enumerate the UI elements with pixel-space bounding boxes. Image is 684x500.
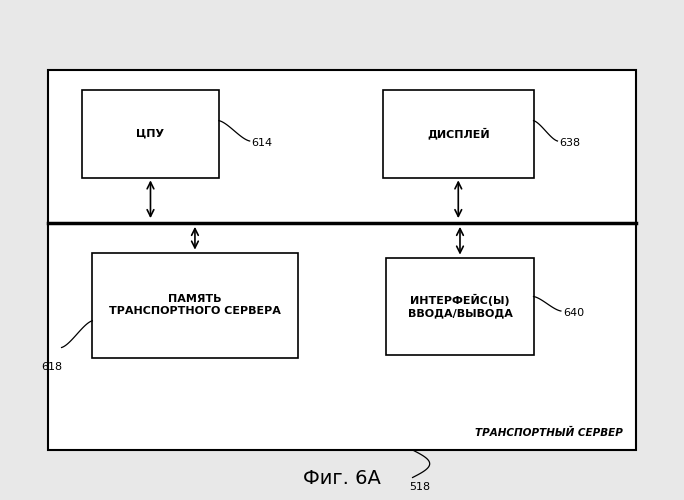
Text: 638: 638 xyxy=(560,138,581,147)
Text: ПАМЯТЬ
ТРАНСПОРТНОГО СЕРВЕРА: ПАМЯТЬ ТРАНСПОРТНОГО СЕРВЕРА xyxy=(109,294,281,316)
Text: Фиг. 6А: Фиг. 6А xyxy=(303,468,381,487)
Text: ЦПУ: ЦПУ xyxy=(136,128,165,138)
Text: 618: 618 xyxy=(41,362,62,372)
Bar xyxy=(386,258,534,355)
Text: ИНТЕРФЕЙС(Ы)
ВВОДА/ВЫВОДА: ИНТЕРФЕЙС(Ы) ВВОДА/ВЫВОДА xyxy=(408,294,512,318)
Bar xyxy=(383,90,534,178)
Bar xyxy=(48,70,636,450)
Text: 614: 614 xyxy=(252,138,273,147)
Text: 640: 640 xyxy=(563,308,584,318)
Text: ДИСПЛЕЙ: ДИСПЛЕЙ xyxy=(427,128,490,140)
Bar xyxy=(92,252,298,358)
Bar xyxy=(82,90,219,178)
Text: 518: 518 xyxy=(409,482,430,492)
Text: ТРАНСПОРТНЫЙ СЕРВЕР: ТРАНСПОРТНЫЙ СЕРВЕР xyxy=(475,428,622,438)
